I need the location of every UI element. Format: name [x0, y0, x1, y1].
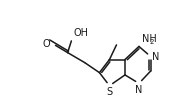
Text: N: N — [152, 52, 159, 62]
Text: NH: NH — [142, 34, 157, 44]
Text: OH: OH — [73, 28, 88, 38]
Text: O: O — [43, 39, 51, 49]
Text: S: S — [107, 87, 113, 97]
Text: N: N — [135, 84, 143, 94]
Text: 2: 2 — [149, 39, 153, 45]
